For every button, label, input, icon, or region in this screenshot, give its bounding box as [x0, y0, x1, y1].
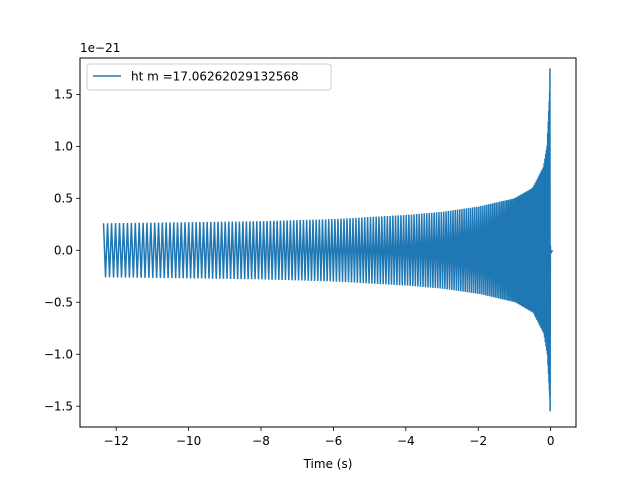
axes-frame	[79, 57, 577, 428]
plot-area	[79, 57, 577, 428]
x-tick-label: −10	[176, 434, 201, 448]
x-tick-label: −6	[325, 434, 343, 448]
legend-box	[86, 63, 332, 91]
x-axis-label: Time (s)	[303, 457, 353, 471]
series-line-ht	[102, 68, 554, 412]
legend-entry-label: ht m =17.06262029132568	[131, 70, 299, 84]
y-scale-label: 1e−21	[80, 41, 120, 55]
y-tick-label: 0.5	[54, 192, 73, 206]
y-tick-label: 1.5	[54, 88, 73, 102]
y-axis: −1.5 −1.0 −0.5 0.0 0.5 1.0 1.5	[44, 88, 80, 414]
y-tick-label: −1.0	[44, 348, 73, 362]
x-tick-label: −8	[252, 434, 270, 448]
y-tick-label: −0.5	[44, 296, 73, 310]
x-tick-label: 0	[547, 434, 555, 448]
x-tick-label: −12	[104, 434, 129, 448]
x-tick-label: −2	[469, 434, 487, 448]
x-tick-label: −4	[397, 434, 415, 448]
x-axis: −12 −10 −8 −6 −4 −2 0	[104, 427, 555, 448]
y-tick-label: 1.0	[54, 140, 73, 154]
y-tick-label: −1.5	[44, 400, 73, 414]
y-tick-label: 0.0	[54, 244, 73, 258]
signal-group	[102, 68, 554, 412]
legend: ht m =17.06262029132568	[86, 63, 332, 91]
